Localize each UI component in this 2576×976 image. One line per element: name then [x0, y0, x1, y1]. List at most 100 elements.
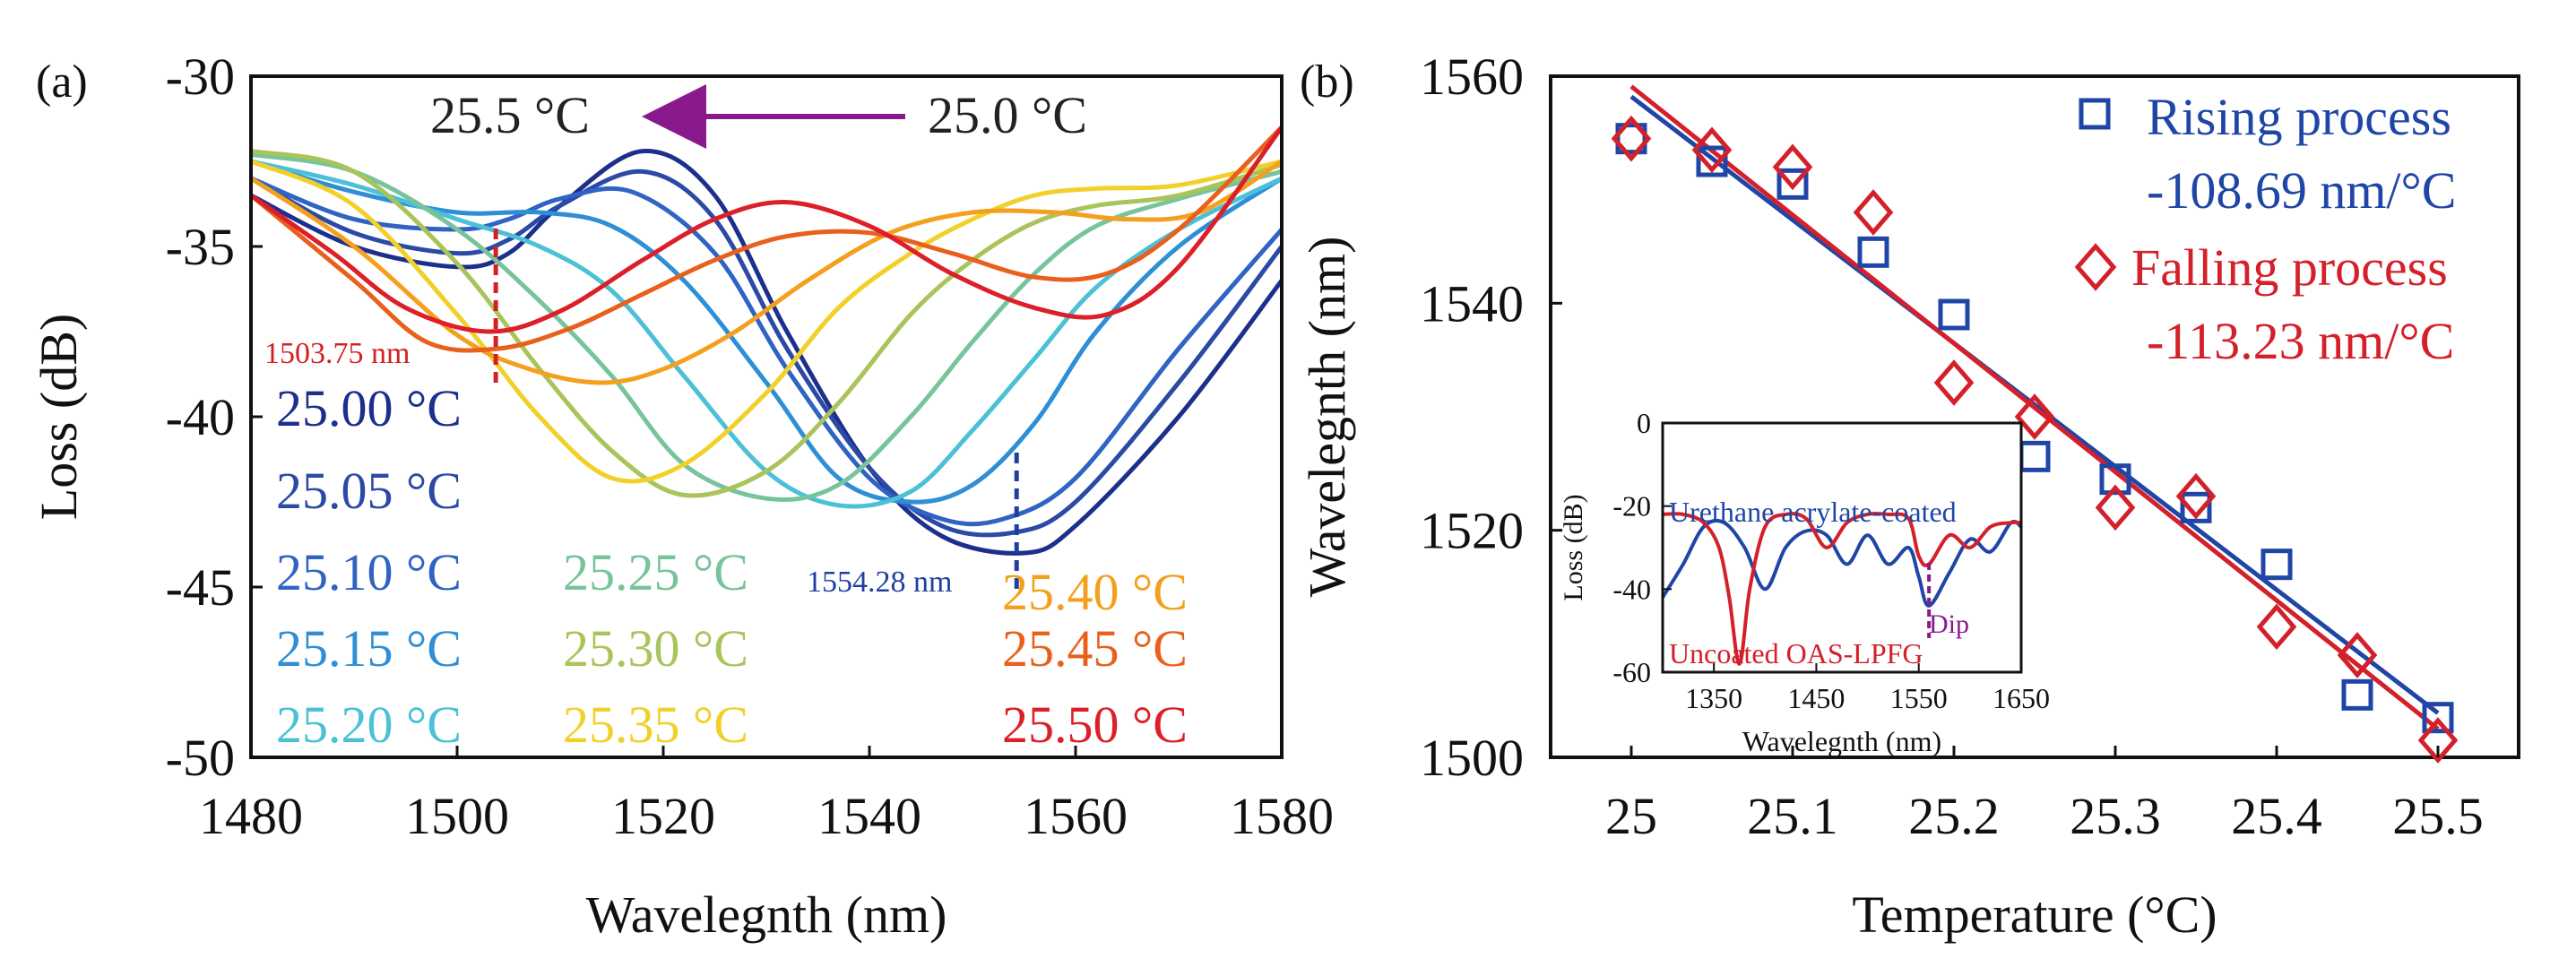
falling-point — [2014, 393, 2055, 440]
legend-falling-marker — [2074, 243, 2117, 291]
falling-point — [2175, 472, 2217, 520]
x-tick-label: 25.3 — [2070, 787, 2161, 845]
legend-label-0: 25.00 °C — [276, 379, 462, 437]
falling-point — [2417, 717, 2459, 764]
legend-label-5: 25.25 °C — [563, 543, 748, 601]
y-tick-label: -50 — [166, 729, 235, 787]
series-line-3 — [251, 159, 1282, 505]
inset-y-tick-label: -60 — [1612, 656, 1651, 688]
inset-y-tick-label: -20 — [1612, 490, 1651, 523]
rising-point — [2099, 463, 2131, 496]
series-line-7 — [251, 159, 1282, 484]
x-tick-label: 1560 — [1024, 787, 1128, 845]
rising-point — [2260, 548, 2293, 581]
arrow-label-end: 25.5 °C — [430, 86, 590, 144]
inset-curves — [1663, 512, 2021, 666]
series-line-10 — [251, 125, 1282, 334]
legend-falling-slope: -113.23 nm/°C — [2147, 312, 2454, 370]
panel-a-curves — [251, 125, 1282, 556]
legend-label-1: 25.05 °C — [276, 462, 462, 520]
inset-dip-label: Dip — [1929, 609, 1969, 639]
legend-label-2: 25.10 °C — [276, 543, 462, 601]
legend-label-8: 25.40 °C — [1002, 563, 1188, 621]
legend-label-10: 25.50 °C — [1002, 695, 1188, 754]
x-tick-label: 1500 — [405, 787, 509, 845]
inset-y-ticks: 0 -20 -40 -60 — [1612, 407, 1672, 688]
x-tick-label: 25 — [1605, 787, 1657, 845]
panel-a-x-ticks: 1480 1500 1520 1540 1560 1580 — [199, 746, 1334, 845]
rising-point — [2018, 440, 2051, 472]
y-tick-label: 1500 — [1420, 729, 1524, 787]
rising-point — [2341, 678, 2373, 711]
legend-falling-label: Falling process — [2131, 238, 2448, 297]
falling-point — [2095, 484, 2136, 531]
series-line-8 — [251, 159, 1282, 385]
legend-rising-label: Rising process — [2147, 88, 2451, 146]
falling-point — [1933, 359, 1975, 406]
panel-b: (b) 25 25.1 25.2 25.3 25.4 25.5 1560154015201… — [1298, 48, 2520, 944]
inset-series-line-0 — [1663, 518, 2021, 608]
y-tick-label: 1560 — [1420, 48, 1524, 106]
inset-y-tick-label: 0 — [1637, 407, 1651, 439]
inset-x-tick-label: 1350 — [1685, 682, 1742, 714]
panel-a-label: (a) — [36, 56, 88, 108]
y-tick-label: -45 — [166, 558, 235, 617]
y-tick-label: 1520 — [1420, 502, 1524, 560]
y-tick-label: -35 — [166, 218, 235, 276]
inset-series-coated-label: Urethane acrylate-coated — [1669, 496, 1957, 528]
rising-point — [2422, 702, 2454, 734]
legend-label-3: 25.15 °C — [276, 619, 462, 678]
x-tick-label: 25.4 — [2231, 787, 2322, 845]
panel-b-y-ticks: 1560 1540 1520 1500 — [1420, 48, 1562, 787]
falling-point — [1691, 126, 1733, 174]
inset-x-ticks: 1350 1450 1550 1650 — [1685, 663, 2050, 714]
rising-point — [1857, 236, 1889, 268]
series-line-6 — [251, 149, 1282, 498]
series-line-9 — [251, 125, 1282, 353]
legend-rising-marker — [2079, 98, 2111, 130]
arrow-label-start: 25.0 °C — [928, 86, 1087, 144]
panel-a-legend: 25.00 °C 25.05 °C 25.10 °C 25.15 °C 25.20 °C… — [276, 379, 1188, 754]
panel-a-y-ticks: -30 -35 -40 -45 -50 — [166, 48, 263, 787]
series-line-4 — [251, 159, 1282, 509]
panel-a-y-axis-label: Loss (dB) — [30, 314, 88, 520]
x-tick-label: 1520 — [611, 787, 715, 845]
series-line-1 — [251, 168, 1282, 538]
panel-b-label: (b) — [1300, 56, 1354, 108]
falling-point — [1853, 189, 1894, 236]
legend-label-7: 25.35 °C — [563, 695, 748, 754]
fit-line-1 — [1629, 84, 2440, 731]
inset-frame — [1661, 421, 2023, 674]
panel-b-x-axis-label: Temperature (°C) — [1852, 885, 2217, 944]
inset-y-tick-label: -40 — [1612, 573, 1651, 605]
inset-x-tick-label: 1650 — [1993, 682, 2050, 714]
inset-spectrum: 1350 1450 1550 1650 0 -20 -40 -60 Wavelegnth (… — [1559, 407, 2050, 757]
rising-point — [1938, 298, 1970, 331]
legend-label-4: 25.20 °C — [276, 695, 462, 754]
panel-b-frame — [1549, 74, 2520, 759]
legend-label-6: 25.30 °C — [563, 619, 748, 678]
rising-point — [2180, 491, 2212, 523]
x-tick-label: 25.2 — [1908, 787, 2000, 845]
inset-x-axis-label: Wavelegnth (nm) — [1742, 725, 1941, 757]
y-tick-label: -40 — [166, 388, 235, 446]
panel-b-markers — [1611, 115, 2459, 764]
rising-point — [1696, 145, 1728, 177]
inset-series-line-1 — [1663, 512, 2021, 666]
x-tick-label: 1480 — [199, 787, 303, 845]
rising-point — [1776, 168, 1809, 200]
legend-rising-slope: -108.69 nm/°C — [2147, 161, 2456, 220]
inset-series-uncoated-label: Uncoated OAS-LPFG — [1669, 637, 1923, 669]
x-tick-label: 1540 — [817, 787, 921, 845]
dip-annotation-1503: 1503.75 nm — [264, 337, 410, 370]
inset-x-tick-label: 1450 — [1787, 682, 1845, 714]
x-tick-label: 25.5 — [2392, 787, 2484, 845]
x-tick-label: 1580 — [1230, 787, 1334, 845]
panel-b-x-ticks: 25 25.1 25.2 25.3 25.4 25.5 — [1605, 746, 2484, 845]
x-tick-label: 25.1 — [1747, 787, 1838, 845]
rising-point — [1615, 123, 1647, 155]
legend-label-9: 25.45 °C — [1002, 619, 1188, 678]
falling-point — [1611, 115, 1652, 162]
falling-point — [2256, 603, 2297, 651]
